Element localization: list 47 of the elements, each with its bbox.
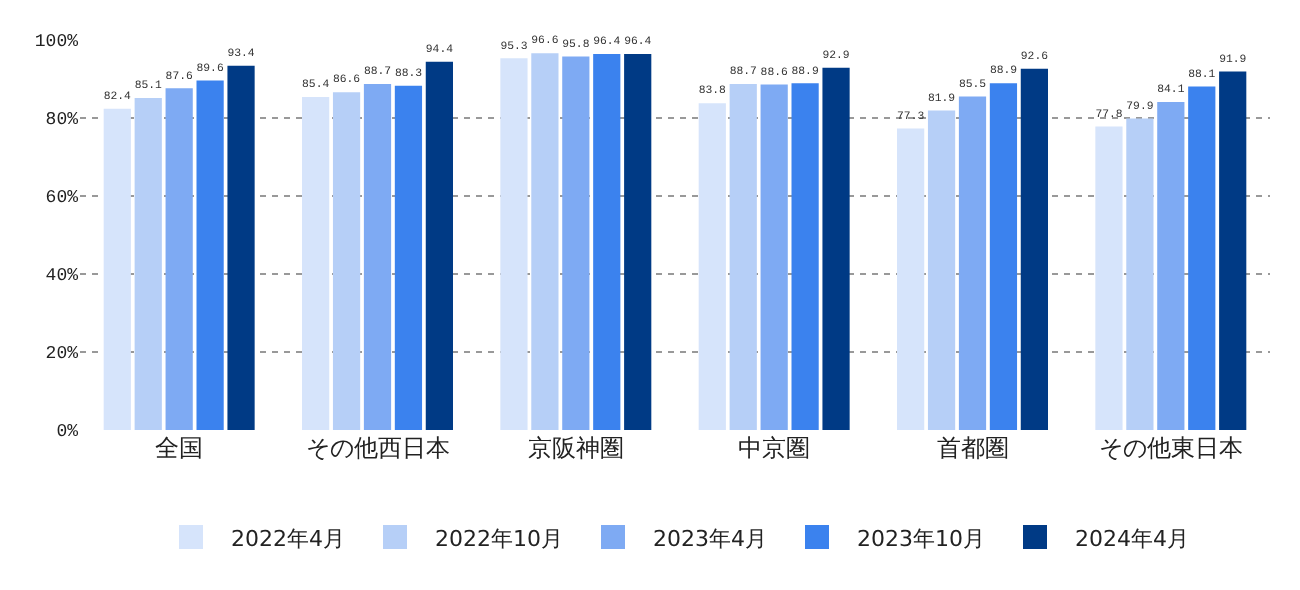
y-tick-label: 80%	[45, 110, 80, 131]
bar	[791, 83, 819, 430]
bar	[1157, 102, 1185, 430]
bar	[1020, 68, 1048, 430]
legend-label: 2022年10月	[435, 525, 563, 552]
bar	[227, 65, 255, 430]
bar	[302, 96, 330, 430]
bar	[698, 103, 726, 430]
legend-label: 2023年10月	[857, 525, 985, 552]
bar	[1188, 86, 1216, 430]
bar	[1126, 118, 1154, 430]
bar	[196, 80, 224, 430]
bar	[1219, 71, 1247, 430]
bar	[332, 92, 361, 430]
legend-label: 2023年4月	[653, 525, 767, 552]
bar	[593, 54, 621, 430]
x-tick-label: 京阪神圏	[527, 434, 624, 462]
y-tick-label: 100%	[34, 32, 80, 53]
bar	[760, 84, 788, 430]
bar	[531, 53, 559, 430]
x-tick-label: 中京圏	[738, 434, 811, 462]
bar	[425, 61, 453, 430]
legend-label: 2022年4月	[231, 525, 345, 552]
bar	[500, 58, 528, 430]
x-tick-label: その他東日本	[1098, 434, 1243, 462]
y-tick-label: 40%	[45, 266, 80, 287]
bar	[822, 67, 850, 430]
bar	[958, 96, 987, 430]
bar	[729, 84, 757, 430]
y-tick-label: 20%	[45, 344, 80, 365]
bar	[103, 108, 131, 430]
y-tick-label: 0%	[56, 422, 80, 443]
bar	[927, 110, 956, 430]
bar	[394, 85, 423, 430]
bar	[165, 88, 193, 430]
y-tick-label: 60%	[45, 188, 80, 209]
bar	[134, 98, 162, 430]
x-tick-label: 首都圏	[936, 434, 1009, 462]
bar	[989, 83, 1018, 430]
bar	[562, 56, 590, 430]
x-tick-label: その他西日本	[305, 434, 450, 462]
bar	[897, 128, 925, 430]
x-tick-label: 全国	[155, 434, 204, 462]
bar	[624, 54, 652, 430]
bar	[1095, 126, 1123, 430]
bar	[363, 84, 392, 430]
legend-label: 2024年4月	[1075, 525, 1189, 552]
